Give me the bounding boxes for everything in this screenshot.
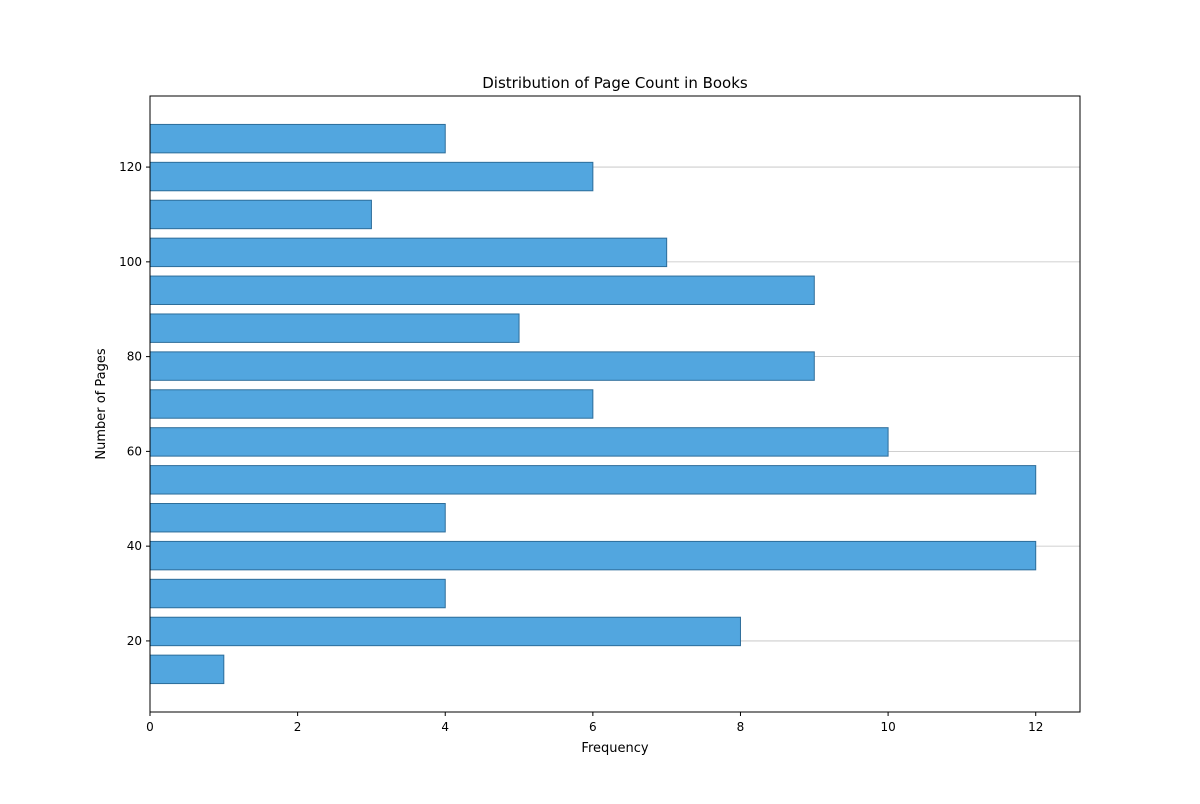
- bar: [149, 578, 446, 609]
- y-axis-label: Number of Pages: [94, 348, 109, 459]
- y-tick-label: 20: [127, 634, 142, 648]
- bar: [149, 389, 594, 419]
- x-tick-label: 2: [294, 720, 302, 734]
- y-tick-label: 100: [119, 255, 142, 269]
- y-tick-label: 40: [127, 539, 142, 553]
- x-tick-label: 8: [737, 720, 745, 734]
- bar-series: [149, 123, 1037, 685]
- x-axis-label: Frequency: [581, 741, 648, 756]
- bar: [149, 275, 815, 305]
- bar: [149, 465, 1037, 495]
- x-tick-label: 6: [589, 720, 597, 734]
- x-tick-label: 4: [441, 720, 449, 734]
- bar: [149, 351, 815, 381]
- x-tick-label: 12: [1028, 720, 1043, 734]
- plot-frame: [149, 95, 1081, 713]
- x-tick-label: 10: [880, 720, 895, 734]
- bar: [149, 654, 225, 685]
- bar: [149, 313, 520, 343]
- bar: [149, 540, 1037, 571]
- y-axis-ticks: 20 40 60 80 100 120: [119, 160, 150, 648]
- bar: [149, 199, 372, 230]
- bar: [149, 503, 446, 533]
- y-tick-label: 120: [119, 160, 142, 174]
- chart-title: Distribution of Page Count in Books: [482, 74, 748, 92]
- bar: [149, 161, 594, 192]
- bar: [149, 427, 889, 457]
- bar: [149, 616, 741, 647]
- x-tick-label: 0: [146, 720, 154, 734]
- bar: [149, 237, 668, 268]
- x-axis-ticks: 0 2 4 6 8 10 12: [146, 712, 1043, 734]
- y-tick-label: 80: [127, 350, 142, 364]
- bar: [149, 123, 446, 154]
- y-tick-label: 60: [127, 444, 142, 458]
